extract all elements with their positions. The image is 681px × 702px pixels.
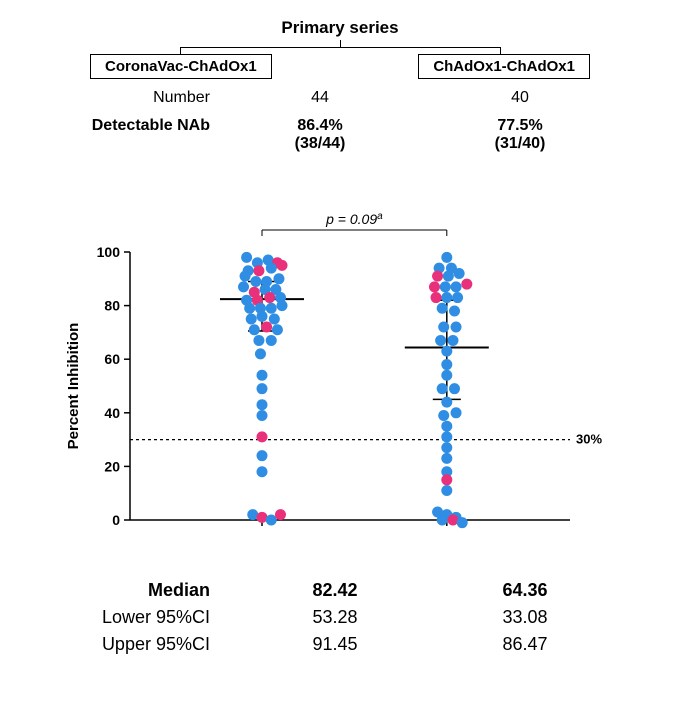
- group1-box: CoronaVac-ChAdOx1: [90, 54, 272, 79]
- svg-text:p = 0.09a: p = 0.09a: [325, 212, 383, 227]
- detectable-val-1: 86.4%(38/44): [220, 117, 420, 153]
- upci-label: Upper 95%CI: [60, 634, 240, 655]
- lowci-val-1: 53.28: [240, 607, 430, 628]
- median-val-1: 82.42: [240, 580, 430, 601]
- bottom-stats-table: Median 82.42 64.36 Lower 95%CI 53.28 33.…: [60, 580, 620, 661]
- header-table: Primary series CoronaVac-ChAdOx1 ChAdOx1…: [60, 18, 620, 153]
- svg-text:Percent Inhibition: Percent Inhibition: [65, 323, 82, 450]
- primary-series-title: Primary series: [60, 18, 620, 38]
- group2-box: ChAdOx1-ChAdOx1: [418, 54, 590, 79]
- number-label: Number: [60, 89, 220, 107]
- svg-text:20: 20: [104, 458, 120, 474]
- median-label: Median: [60, 580, 240, 601]
- number-val-2: 40: [420, 89, 620, 107]
- number-val-1: 44: [220, 89, 420, 107]
- svg-text:0: 0: [112, 512, 120, 528]
- bracket: [60, 40, 620, 54]
- upci-val-2: 86.47: [430, 634, 620, 655]
- svg-text:40: 40: [104, 405, 120, 421]
- median-val-2: 64.36: [430, 580, 620, 601]
- lowci-val-2: 33.08: [430, 607, 620, 628]
- lowci-label: Lower 95%CI: [60, 607, 240, 628]
- svg-text:30%: 30%: [576, 432, 602, 447]
- detectable-val-2: 77.5%(31/40): [420, 117, 620, 153]
- upci-val-1: 91.45: [240, 634, 430, 655]
- svg-text:100: 100: [97, 244, 121, 260]
- detectable-label: Detectable NAb: [60, 117, 220, 135]
- scatter-chart: p = 0.09a 0 20 40 60 80 100 Percent Inhibition 3…: [60, 212, 620, 552]
- svg-text:80: 80: [104, 298, 120, 314]
- svg-text:60: 60: [104, 351, 120, 367]
